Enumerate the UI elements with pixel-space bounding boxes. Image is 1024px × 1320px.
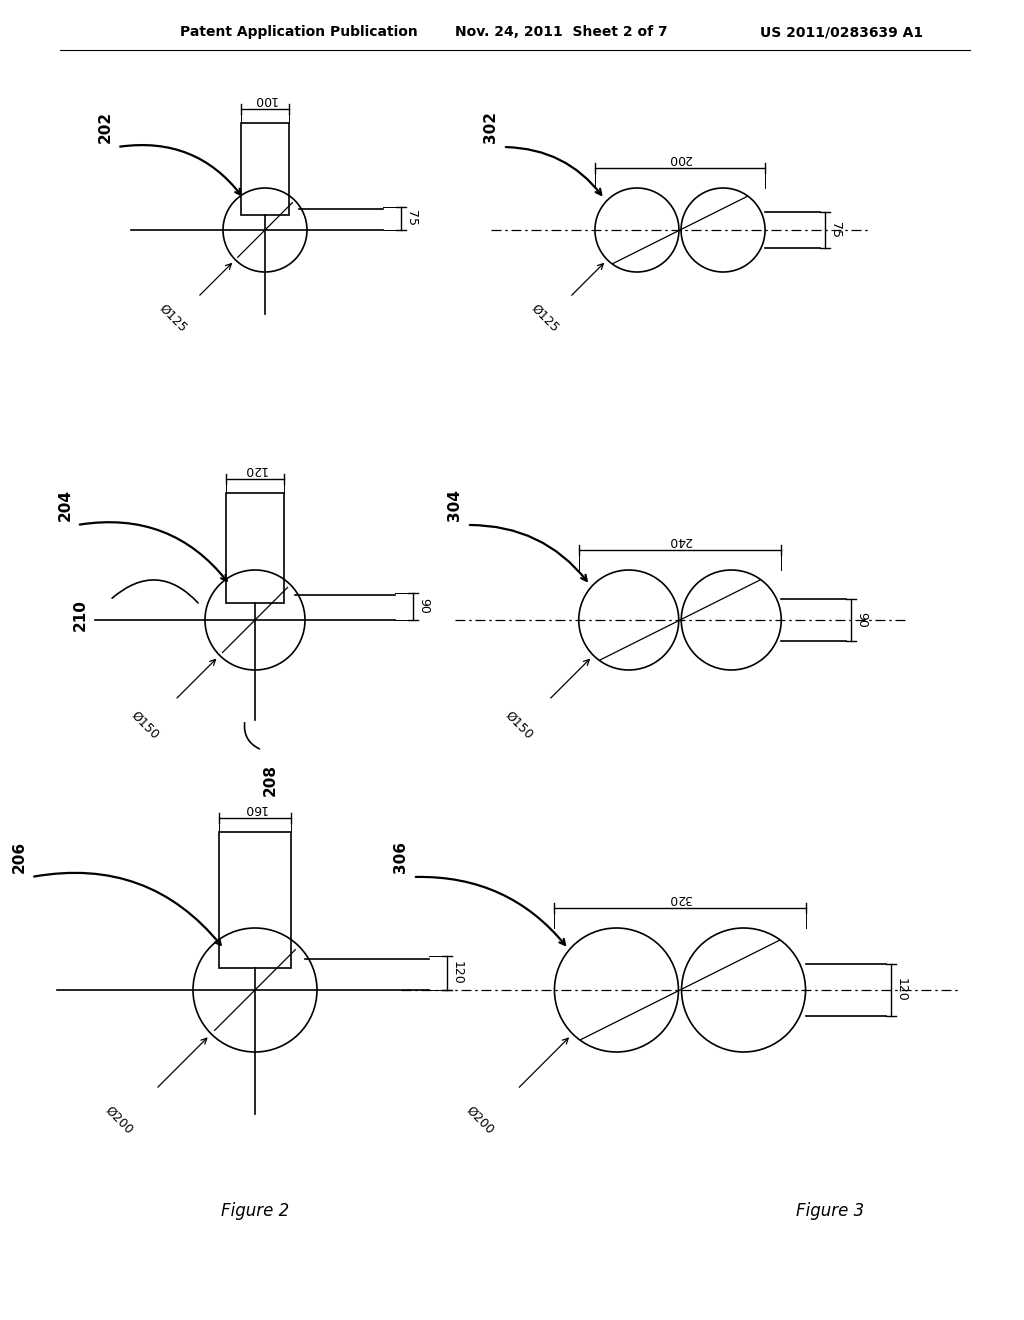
Text: Ø150: Ø150 [502,709,536,742]
Text: Ø125: Ø125 [528,302,561,335]
Text: 120: 120 [451,961,464,985]
Text: Ø200: Ø200 [102,1104,135,1137]
Text: 210: 210 [73,599,87,631]
Text: Figure 3: Figure 3 [796,1203,864,1220]
Text: Figure 2: Figure 2 [221,1203,289,1220]
Text: 90: 90 [855,612,868,628]
Text: 200: 200 [668,152,692,165]
Text: 320: 320 [668,892,692,906]
Text: 302: 302 [483,111,499,143]
Bar [219,832,291,969]
Text: 90: 90 [417,598,430,614]
Bar [241,123,289,215]
Text: Patent Application Publication: Patent Application Publication [180,25,418,40]
Text: 120: 120 [895,978,908,1002]
Text: 75: 75 [404,210,418,227]
Text: 304: 304 [447,490,463,521]
Text: Ø125: Ø125 [156,302,189,335]
Text: 75: 75 [828,222,842,238]
Text: Nov. 24, 2011  Sheet 2 of 7: Nov. 24, 2011 Sheet 2 of 7 [455,25,668,40]
Text: Ø200: Ø200 [464,1104,497,1137]
Text: 208: 208 [262,764,278,796]
Text: Ø150: Ø150 [128,709,162,742]
Text: 160: 160 [243,801,267,814]
Text: 240: 240 [668,535,692,546]
Text: US 2011/0283639 A1: US 2011/0283639 A1 [760,25,923,40]
Bar [226,492,284,602]
Text: 206: 206 [12,841,27,873]
Text: 306: 306 [393,841,409,873]
Text: 204: 204 [57,488,73,521]
Text: 100: 100 [253,92,276,106]
Text: 202: 202 [98,111,113,143]
Text: 120: 120 [243,462,267,475]
